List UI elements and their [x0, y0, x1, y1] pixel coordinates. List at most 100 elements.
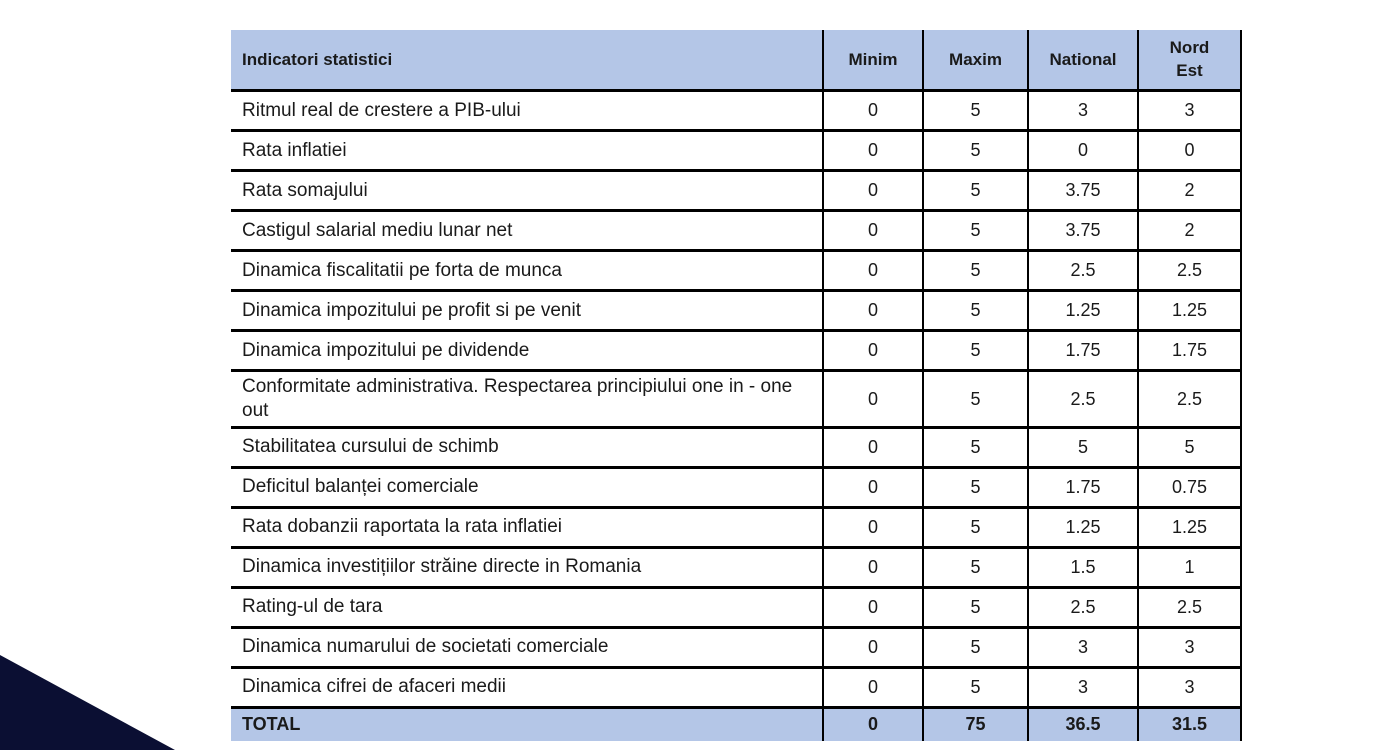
value-cell: 2	[1137, 170, 1242, 212]
value-cell: 5	[922, 130, 1028, 172]
value-cell: 1.75	[1027, 330, 1138, 372]
value-cell: 3	[1027, 90, 1138, 132]
value-cell: 0	[822, 130, 923, 172]
value-cell: 36.5	[1027, 707, 1138, 741]
value-cell: 5	[922, 290, 1028, 332]
column-header-national: National	[1027, 30, 1138, 92]
value-cell: 0	[822, 370, 923, 429]
table-row: Rata dobanzii raportata la rata inflatie…	[231, 507, 1242, 549]
value-cell: 3.75	[1027, 210, 1138, 252]
value-cell: 0	[1137, 130, 1242, 172]
table-row: Rating-ul de tara 0 5 2.5 2.5	[231, 587, 1242, 629]
value-cell: 0	[822, 250, 923, 292]
indicator-label: Dinamica impozitului pe profit si pe ven…	[231, 290, 823, 332]
table-row: Castigul salarial mediu lunar net 0 5 3.75 2	[231, 210, 1242, 252]
column-header-nord-est: Nord Est	[1137, 30, 1242, 92]
value-cell: 0	[822, 330, 923, 372]
indicator-label: Dinamica cifrei de afaceri medii	[231, 667, 823, 709]
value-cell: 5	[922, 467, 1028, 509]
value-cell: 0	[822, 707, 923, 741]
value-cell: 0	[822, 507, 923, 549]
value-cell: 2.5	[1137, 370, 1242, 429]
indicator-label: Dinamica numarului de societati comercia…	[231, 627, 823, 669]
value-cell: 0	[822, 627, 923, 669]
indicator-label: Stabilitatea cursului de schimb	[231, 427, 823, 469]
table-row: Rata inflatiei 0 5 0 0	[231, 130, 1242, 172]
value-cell: 2.5	[1137, 587, 1242, 629]
indicator-label: Castigul salarial mediu lunar net	[231, 210, 823, 252]
value-cell: 3	[1137, 90, 1242, 132]
table-row: Dinamica numarului de societati comercia…	[231, 627, 1242, 669]
table-row: Deficitul balanței comerciale 0 5 1.75 0.75	[231, 467, 1242, 509]
indicator-label: Dinamica impozitului pe dividende	[231, 330, 823, 372]
indicator-label: Deficitul balanței comerciale	[231, 467, 823, 509]
value-cell: 3.75	[1027, 170, 1138, 212]
indicator-label: Rata inflatiei	[231, 130, 823, 172]
total-row: TOTAL 0 75 36.5 31.5	[231, 707, 1242, 741]
column-header-indicatori: Indicatori statistici	[231, 30, 823, 92]
table-row: Dinamica impozitului pe profit si pe ven…	[231, 290, 1242, 332]
value-cell: 3	[1027, 667, 1138, 709]
value-cell: 5	[922, 90, 1028, 132]
table-row: Dinamica fiscalitatii pe forta de munca 0…	[231, 250, 1242, 292]
header-row: Indicatori statistici Minim Maxim Nation…	[231, 30, 1242, 92]
value-cell: 0	[1027, 130, 1138, 172]
table-row: Rata somajului 0 5 3.75 2	[231, 170, 1242, 212]
value-cell: 2.5	[1027, 370, 1138, 429]
value-cell: 31.5	[1137, 707, 1242, 741]
indicator-label: Rata somajului	[231, 170, 823, 212]
value-cell: 0.75	[1137, 467, 1242, 509]
value-cell: 0	[822, 170, 923, 212]
table-row: Dinamica investițiilor străine directe i…	[231, 547, 1242, 589]
value-cell: 5	[922, 210, 1028, 252]
value-cell: 5	[922, 587, 1028, 629]
value-cell: 0	[822, 547, 923, 589]
value-cell: 0	[822, 667, 923, 709]
value-cell: 2	[1137, 210, 1242, 252]
statistics-table: Indicatori statistici Minim Maxim Nation…	[231, 30, 1242, 741]
value-cell: 0	[822, 90, 923, 132]
value-cell: 3	[1137, 667, 1242, 709]
value-cell: 5	[922, 330, 1028, 372]
corner-triangle-decoration	[0, 655, 175, 750]
indicator-label: Dinamica investițiilor străine directe i…	[231, 547, 823, 589]
value-cell: 0	[822, 210, 923, 252]
value-cell: 5	[922, 507, 1028, 549]
value-cell: 2.5	[1027, 587, 1138, 629]
value-cell: 1.75	[1027, 467, 1138, 509]
value-cell: 5	[922, 370, 1028, 429]
indicator-label: Rating-ul de tara	[231, 587, 823, 629]
value-cell: 5	[922, 547, 1028, 589]
table-row: Dinamica cifrei de afaceri medii 0 5 3 3	[231, 667, 1242, 709]
value-cell: 3	[1027, 627, 1138, 669]
column-header-maxim: Maxim	[922, 30, 1028, 92]
value-cell: 1.5	[1027, 547, 1138, 589]
column-header-nord-est-label: Nord Est	[1169, 37, 1210, 80]
value-cell: 1	[1137, 547, 1242, 589]
value-cell: 5	[922, 427, 1028, 469]
value-cell: 1.25	[1137, 290, 1242, 332]
value-cell: 5	[922, 170, 1028, 212]
value-cell: 5	[922, 667, 1028, 709]
value-cell: 1.75	[1137, 330, 1242, 372]
value-cell: 0	[822, 587, 923, 629]
table-row: Dinamica impozitului pe dividende 0 5 1.75 1…	[231, 330, 1242, 372]
value-cell: 1.25	[1027, 290, 1138, 332]
table-body: Ritmul real de crestere a PIB-ului 0 5 3 3 Ra…	[231, 90, 1242, 741]
table-row: Stabilitatea cursului de schimb 0 5 5 5	[231, 427, 1242, 469]
value-cell: 2.5	[1137, 250, 1242, 292]
value-cell: 5	[1027, 427, 1138, 469]
value-cell: 5	[922, 250, 1028, 292]
table-row: Conformitate administrativa. Respectarea…	[231, 370, 1242, 429]
value-cell: 0	[822, 467, 923, 509]
table-row: Ritmul real de crestere a PIB-ului 0 5 3 3	[231, 90, 1242, 132]
value-cell: 1.25	[1137, 507, 1242, 549]
value-cell: 0	[822, 427, 923, 469]
statistics-table-container: Indicatori statistici Minim Maxim Nation…	[231, 30, 1242, 741]
indicator-label: Conformitate administrativa. Respectarea…	[231, 370, 823, 429]
indicator-label: Ritmul real de crestere a PIB-ului	[231, 90, 823, 132]
indicator-label: Rata dobanzii raportata la rata inflatie…	[231, 507, 823, 549]
value-cell: 5	[1137, 427, 1242, 469]
column-header-minim: Minim	[822, 30, 923, 92]
